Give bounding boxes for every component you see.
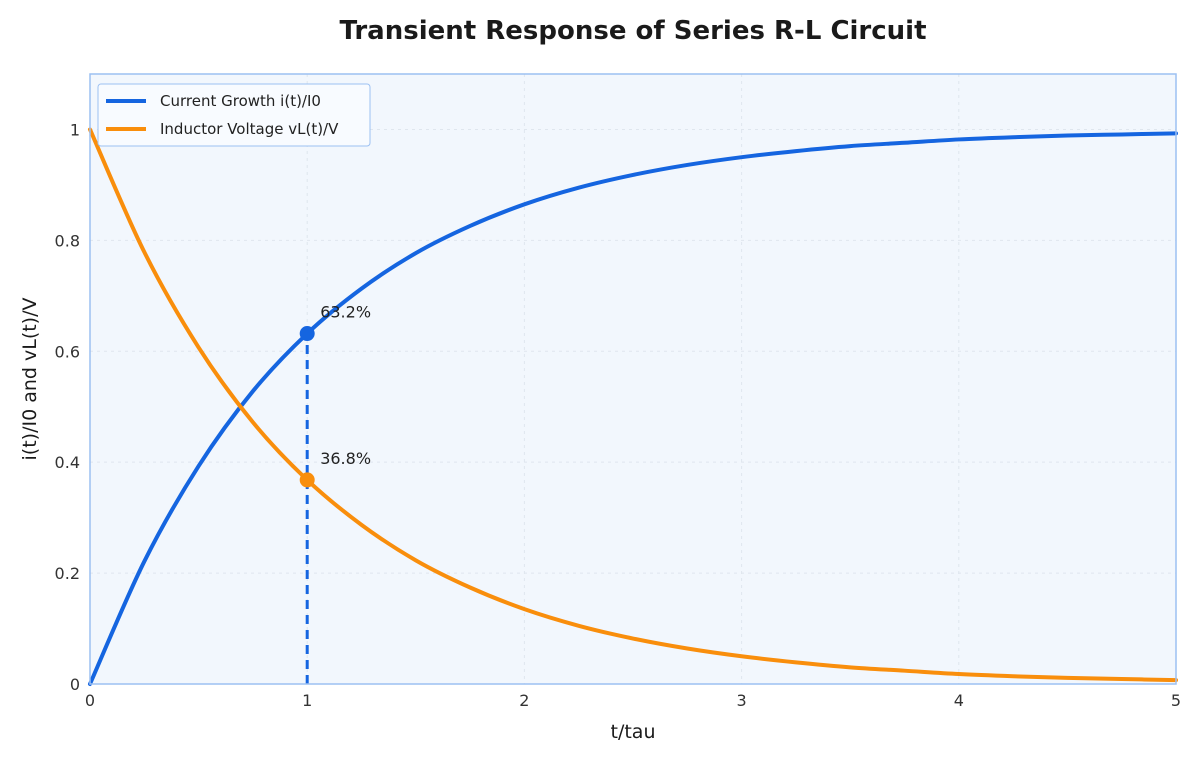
legend: Current Growth i(t)/I0 Inductor Voltage v… [97,83,371,147]
x-tick-label: 0 [85,691,95,710]
legend-box [97,83,371,147]
annotation-label-1: 36.8% [320,449,371,468]
series-line-inductor-voltage [88,127,1178,683]
y-tick-label: 0.6 [55,342,80,361]
x-axis-label: t/tau [611,721,656,743]
y-tick-label: 0.2 [55,564,80,583]
annotation-point-0 [299,326,315,342]
annotation-label-0: 63.2% [320,303,371,322]
y-axis-label: i(t)/I0 and vL(t)/V [19,298,41,461]
y-tick-label: 0 [70,675,80,694]
legend-label-1: Inductor Voltage vL(t)/V [160,120,339,138]
x-tick-label: 2 [519,691,529,710]
x-tick-label: 1 [302,691,312,710]
plot-area [90,74,1176,684]
x-tick-label: 3 [737,691,747,710]
x-tick-label: 5 [1171,691,1181,710]
legend-label-0: Current Growth i(t)/I0 [160,92,321,110]
series-layer [88,127,1178,686]
annotations: 63.2% 36.8% [299,303,371,488]
y-tick-label: 1 [70,120,80,139]
y-tick-label: 0.8 [55,231,80,250]
y-tick-label: 0.4 [55,453,80,472]
x-tick-label: 4 [954,691,964,710]
y-axis-ticks: 0 0.2 0.4 0.6 0.8 1 [55,120,80,694]
x-axis-ticks: 0 1 2 3 4 5 [85,691,1181,710]
plot-frame [89,73,1177,685]
chart-title: Transient Response of Series R-L Circuit [339,16,926,46]
series-line-current-growth [88,131,1178,686]
annotation-point-1 [299,472,315,488]
